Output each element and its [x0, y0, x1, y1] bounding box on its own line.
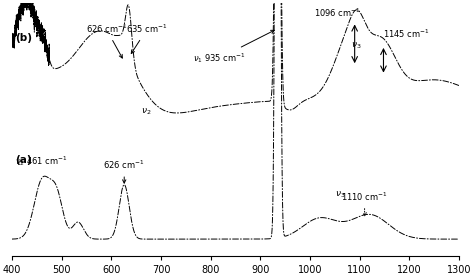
Text: $\nu_3$: $\nu_3$ [335, 189, 345, 200]
Text: 635 cm$^{-1}$: 635 cm$^{-1}$ [126, 23, 168, 53]
Text: $\nu_3$: $\nu_3$ [351, 40, 361, 51]
Text: (a): (a) [16, 155, 32, 165]
Text: 1110 cm$^{-1}$: 1110 cm$^{-1}$ [341, 191, 388, 216]
Text: 626 cm$^{-1}$: 626 cm$^{-1}$ [86, 23, 127, 58]
Text: $\nu_2$: $\nu_2$ [141, 106, 152, 116]
Text: 1145 cm$^{-1}$: 1145 cm$^{-1}$ [383, 28, 430, 40]
Text: $\nu_2$ 461 cm$^{-1}$: $\nu_2$ 461 cm$^{-1}$ [15, 154, 68, 168]
Text: 626 cm$^{-1}$: 626 cm$^{-1}$ [103, 159, 145, 183]
Text: (b): (b) [16, 33, 32, 43]
Text: 1096 cm$^{-1}$: 1096 cm$^{-1}$ [314, 6, 361, 19]
Text: $\nu_1$ 935 cm$^{-1}$: $\nu_1$ 935 cm$^{-1}$ [193, 30, 274, 65]
